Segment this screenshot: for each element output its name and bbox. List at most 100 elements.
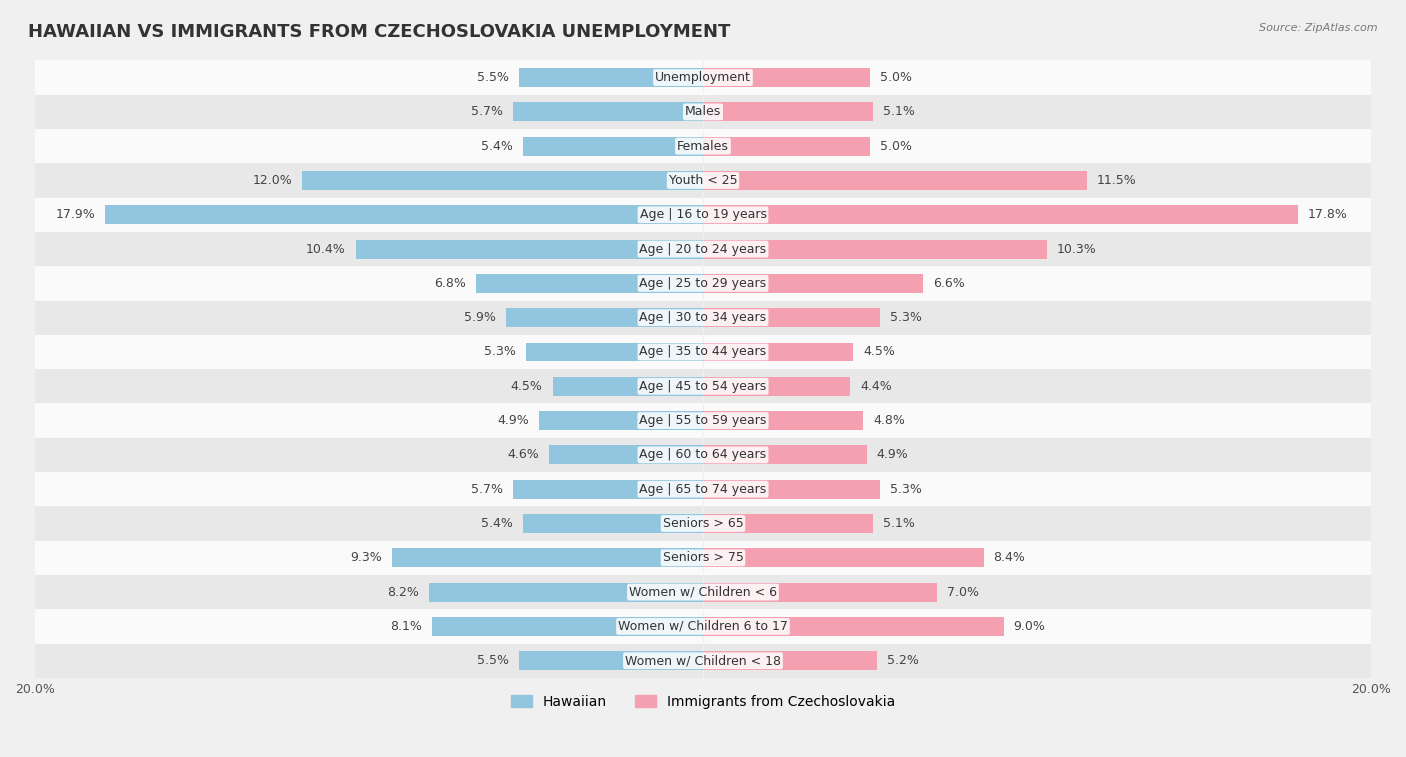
Bar: [35, 540, 1371, 575]
Bar: [35, 164, 1371, 198]
Bar: [703, 411, 863, 430]
Bar: [35, 266, 1371, 301]
Text: 5.3%: 5.3%: [890, 483, 922, 496]
Text: 8.2%: 8.2%: [387, 586, 419, 599]
Bar: [35, 438, 1371, 472]
Bar: [703, 68, 870, 87]
Bar: [35, 472, 1371, 506]
Bar: [35, 506, 1371, 540]
Bar: [703, 102, 873, 121]
Bar: [703, 377, 851, 396]
Text: 5.3%: 5.3%: [890, 311, 922, 324]
Text: Unemployment: Unemployment: [655, 71, 751, 84]
Text: 6.6%: 6.6%: [934, 277, 966, 290]
Bar: [475, 274, 703, 293]
Text: Women w/ Children < 6: Women w/ Children < 6: [628, 586, 778, 599]
Text: 17.9%: 17.9%: [55, 208, 96, 221]
Text: 5.3%: 5.3%: [484, 345, 516, 359]
Text: 5.2%: 5.2%: [887, 654, 918, 667]
Bar: [392, 548, 703, 567]
Text: 5.7%: 5.7%: [471, 105, 502, 118]
Bar: [35, 609, 1371, 643]
Bar: [703, 617, 1004, 636]
Bar: [35, 575, 1371, 609]
Bar: [105, 205, 703, 224]
Text: Age | 60 to 64 years: Age | 60 to 64 years: [640, 448, 766, 462]
Bar: [35, 232, 1371, 266]
Text: 5.0%: 5.0%: [880, 140, 912, 153]
Bar: [519, 68, 703, 87]
Text: Age | 30 to 34 years: Age | 30 to 34 years: [640, 311, 766, 324]
Text: Age | 45 to 54 years: Age | 45 to 54 years: [640, 380, 766, 393]
Text: Females: Females: [678, 140, 728, 153]
Legend: Hawaiian, Immigrants from Czechoslovakia: Hawaiian, Immigrants from Czechoslovakia: [505, 689, 901, 714]
Bar: [523, 137, 703, 156]
Bar: [703, 205, 1298, 224]
Text: 5.1%: 5.1%: [883, 517, 915, 530]
Bar: [302, 171, 703, 190]
Text: 4.9%: 4.9%: [877, 448, 908, 462]
Text: Males: Males: [685, 105, 721, 118]
Bar: [703, 583, 936, 602]
Text: Seniors > 65: Seniors > 65: [662, 517, 744, 530]
Text: Age | 35 to 44 years: Age | 35 to 44 years: [640, 345, 766, 359]
Bar: [703, 274, 924, 293]
Bar: [526, 343, 703, 361]
Text: Age | 16 to 19 years: Age | 16 to 19 years: [640, 208, 766, 221]
Text: 4.5%: 4.5%: [510, 380, 543, 393]
Bar: [703, 137, 870, 156]
Bar: [433, 617, 703, 636]
Bar: [540, 411, 703, 430]
Text: Age | 55 to 59 years: Age | 55 to 59 years: [640, 414, 766, 427]
Text: Age | 65 to 74 years: Age | 65 to 74 years: [640, 483, 766, 496]
Bar: [703, 240, 1047, 259]
Bar: [429, 583, 703, 602]
Bar: [550, 445, 703, 464]
Bar: [356, 240, 703, 259]
Text: 4.4%: 4.4%: [860, 380, 891, 393]
Text: 10.3%: 10.3%: [1057, 242, 1097, 256]
Bar: [703, 343, 853, 361]
Text: 5.4%: 5.4%: [481, 140, 513, 153]
Bar: [703, 171, 1087, 190]
Text: 8.4%: 8.4%: [994, 551, 1025, 564]
Text: Source: ZipAtlas.com: Source: ZipAtlas.com: [1260, 23, 1378, 33]
Bar: [703, 548, 984, 567]
Bar: [703, 308, 880, 327]
Bar: [35, 95, 1371, 129]
Bar: [35, 61, 1371, 95]
Text: 5.5%: 5.5%: [477, 654, 509, 667]
Text: 5.0%: 5.0%: [880, 71, 912, 84]
Text: 5.1%: 5.1%: [883, 105, 915, 118]
Text: Age | 20 to 24 years: Age | 20 to 24 years: [640, 242, 766, 256]
Bar: [506, 308, 703, 327]
Bar: [703, 480, 880, 499]
Bar: [35, 129, 1371, 164]
Text: 6.8%: 6.8%: [434, 277, 465, 290]
Text: Seniors > 75: Seniors > 75: [662, 551, 744, 564]
Bar: [35, 301, 1371, 335]
Text: Youth < 25: Youth < 25: [669, 174, 737, 187]
Text: Women w/ Children < 18: Women w/ Children < 18: [626, 654, 780, 667]
Text: 7.0%: 7.0%: [946, 586, 979, 599]
Text: 5.7%: 5.7%: [471, 483, 502, 496]
Text: 4.8%: 4.8%: [873, 414, 905, 427]
Bar: [703, 445, 866, 464]
Text: 9.3%: 9.3%: [350, 551, 382, 564]
Text: 5.9%: 5.9%: [464, 311, 496, 324]
Text: 10.4%: 10.4%: [307, 242, 346, 256]
Text: HAWAIIAN VS IMMIGRANTS FROM CZECHOSLOVAKIA UNEMPLOYMENT: HAWAIIAN VS IMMIGRANTS FROM CZECHOSLOVAK…: [28, 23, 731, 41]
Text: Women w/ Children 6 to 17: Women w/ Children 6 to 17: [619, 620, 787, 633]
Bar: [35, 335, 1371, 369]
Bar: [35, 643, 1371, 678]
Bar: [703, 651, 877, 670]
Text: Age | 25 to 29 years: Age | 25 to 29 years: [640, 277, 766, 290]
Text: 8.1%: 8.1%: [391, 620, 422, 633]
Text: 5.4%: 5.4%: [481, 517, 513, 530]
Text: 4.5%: 4.5%: [863, 345, 896, 359]
Bar: [519, 651, 703, 670]
Bar: [523, 514, 703, 533]
Text: 9.0%: 9.0%: [1014, 620, 1046, 633]
Text: 4.9%: 4.9%: [498, 414, 529, 427]
Bar: [35, 403, 1371, 438]
